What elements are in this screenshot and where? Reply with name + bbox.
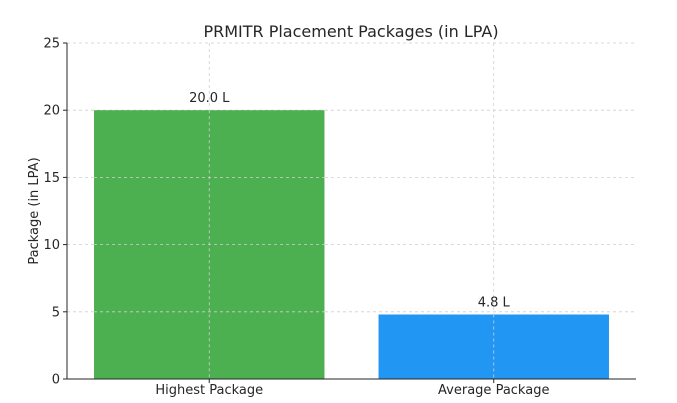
labels-layer: 0 5 10 15 20 25 Highest Package Average Package… xyxy=(43,37,549,399)
data-label-1: 4.8 L xyxy=(478,295,511,310)
x-tick-label-0: Highest Package xyxy=(155,383,263,398)
y-tick-label-5: 25 xyxy=(43,37,60,52)
y-tick-label-0: 0 xyxy=(52,373,60,388)
y-tick-label-4: 20 xyxy=(43,104,60,119)
y-tick-label-3: 15 xyxy=(43,171,60,186)
x-tick-label-1: Average Package xyxy=(438,383,549,398)
y-axis-label: Package (in LPA) xyxy=(27,157,42,264)
y-tick-label-1: 5 xyxy=(52,305,60,320)
y-tick-label-2: 10 xyxy=(43,238,60,253)
data-label-0: 20.0 L xyxy=(189,91,230,106)
chart-title: PRMITR Placement Packages (in LPA) xyxy=(203,22,498,41)
bars-layer xyxy=(94,110,609,379)
axes-layer xyxy=(63,42,636,383)
